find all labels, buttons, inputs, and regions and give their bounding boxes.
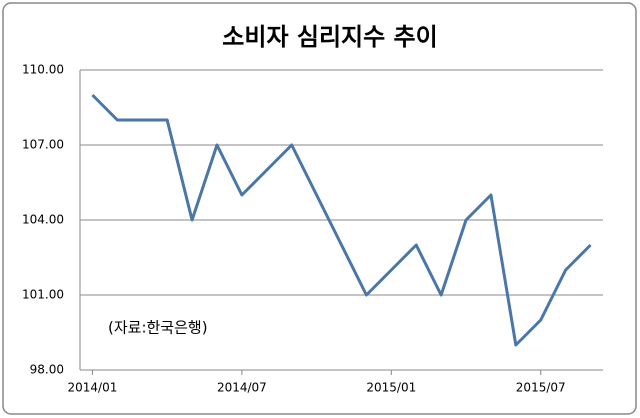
y-tick-label: 101.00	[22, 288, 64, 302]
y-tick-label: 98.00	[30, 363, 64, 377]
y-tick-label: 107.00	[22, 138, 64, 152]
x-tick-label: 2014/01	[68, 381, 118, 395]
x-tick-label: 2015/01	[366, 381, 416, 395]
x-tick-label: 2014/07	[217, 381, 267, 395]
chart-title: 소비자 심리지수 추이	[222, 23, 437, 51]
series-line	[91, 93, 592, 347]
annotation: (자료:한국은행)	[108, 319, 208, 337]
x-tick-label: 2015/07	[516, 381, 566, 395]
y-tick-label: 110.00	[22, 63, 64, 77]
y-tick-label: 104.00	[22, 213, 64, 227]
